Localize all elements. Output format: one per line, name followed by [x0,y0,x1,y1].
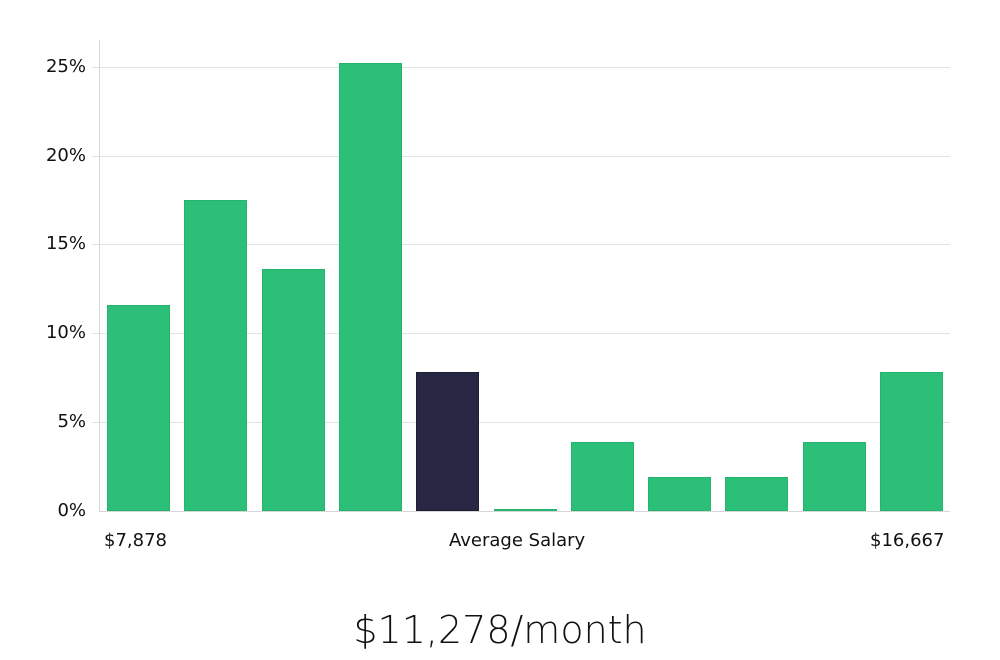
histogram-bar [725,477,789,511]
x-axis-title: Average Salary [449,530,586,551]
histogram-bar [802,441,866,511]
y-tick-label: 20% [45,145,86,166]
y-tick-label: 25% [45,56,86,77]
y-tick-label: 10% [45,322,86,343]
gridline-5 [92,422,950,423]
histogram-bar [261,269,325,511]
y-tick-label: 15% [45,233,86,254]
y-axis-line [99,40,100,512]
gridline-10 [92,333,950,334]
x-max-label: $16,667 [870,530,945,551]
gridline-20 [92,156,950,157]
histogram-bar [648,477,712,511]
histogram-bar [570,441,634,511]
gridline-15 [92,244,950,245]
y-tick-label: 0% [57,500,86,521]
average-salary-value: $11,278/month [353,608,647,652]
histogram-bar [880,372,943,511]
gridline-25 [92,67,950,68]
histogram-bar [338,63,402,511]
y-tick-label: 5% [57,411,86,432]
x-min-label: $7,878 [104,530,167,551]
histogram-bar [493,509,557,512]
histogram-bar [184,200,248,511]
histogram-bar [107,304,170,511]
histogram-bar-average [416,372,480,511]
x-axis-line [100,511,950,512]
